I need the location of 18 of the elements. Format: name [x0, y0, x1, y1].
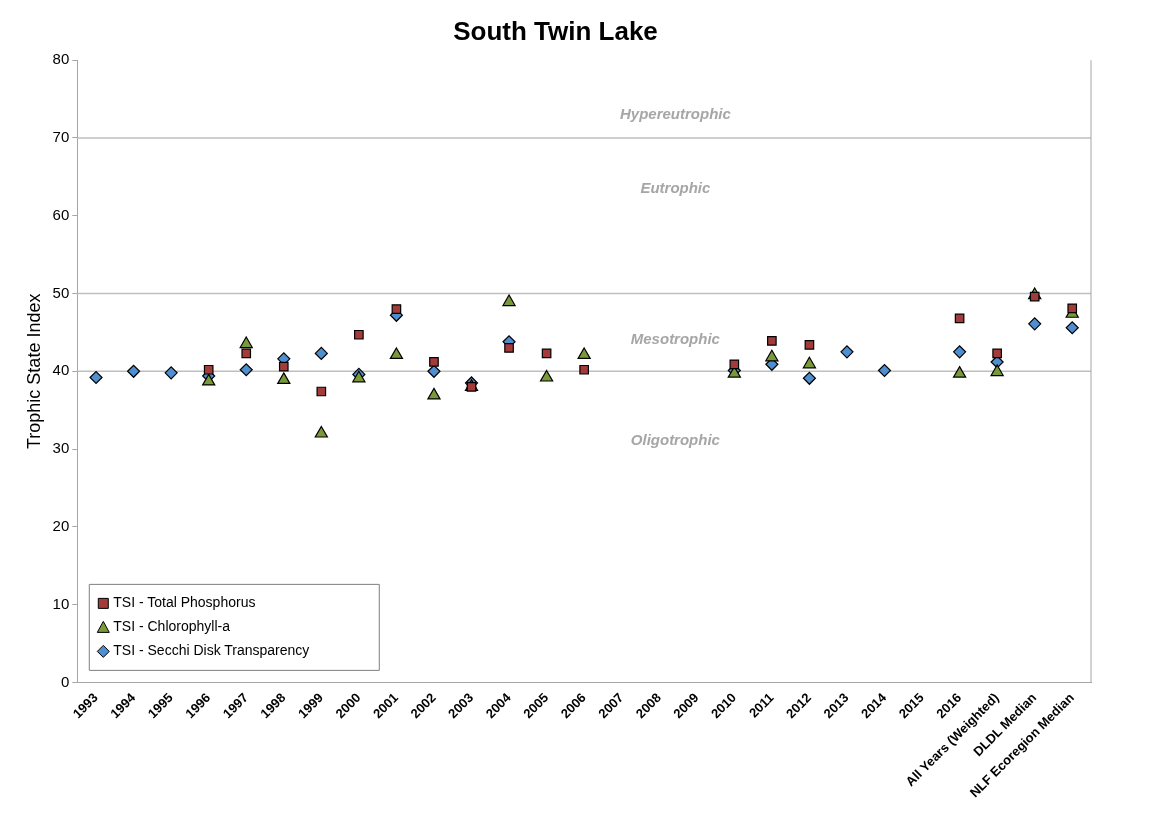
y-tick-label: 50	[52, 283, 70, 301]
annotation: Mesotrophic	[630, 330, 721, 348]
y-tick-label: 10	[52, 594, 70, 612]
y-tick-label: 0	[60, 672, 70, 690]
y-axis-title: Trophic State Index	[23, 293, 44, 449]
y-tick-label: 30	[52, 439, 70, 457]
y-tick-label: 60	[52, 205, 70, 223]
y-tick-label: 40	[52, 361, 70, 379]
annotation: Hypereutrophic	[619, 104, 732, 122]
chart-title: South Twin Lake	[453, 15, 658, 46]
legend-label: TSI - Total Phosphorus	[113, 594, 256, 611]
legend-label: TSI - Secchi Disk Transparency	[113, 642, 310, 659]
y-tick-label: 80	[52, 50, 70, 68]
legend-label: TSI - Chlorophyll-a	[113, 618, 231, 635]
y-tick-label: 20	[52, 516, 70, 534]
y-tick-label: 70	[52, 128, 70, 146]
annotation: Oligotrophic	[630, 431, 721, 449]
annotation: Eutrophic	[640, 178, 712, 196]
